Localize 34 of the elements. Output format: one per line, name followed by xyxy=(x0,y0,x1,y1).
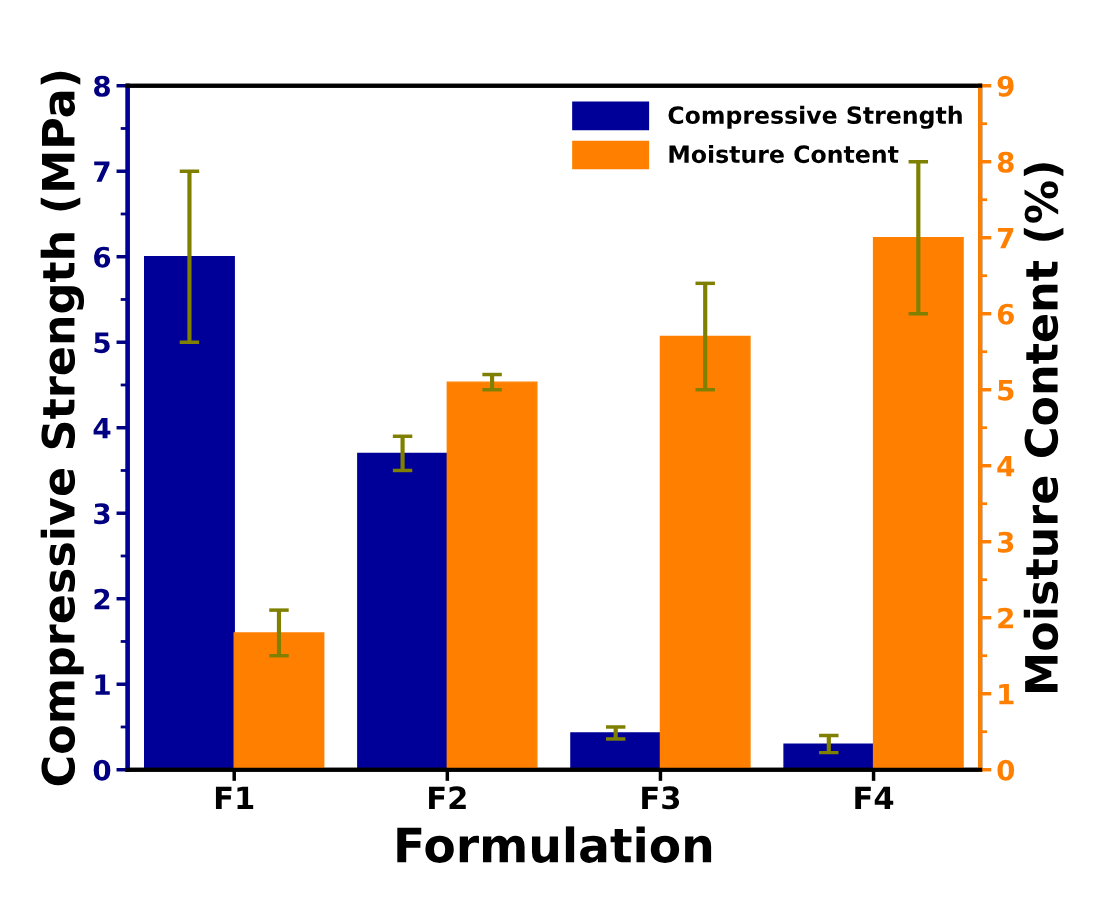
y-tick-label: 2 xyxy=(94,588,110,610)
legend-label: Compressive Strength xyxy=(668,105,962,129)
y2-tick-label: 3 xyxy=(997,531,1014,553)
x-tick-label: F1 xyxy=(215,786,254,809)
bar xyxy=(570,732,662,770)
y-tick-label: 1 xyxy=(95,674,110,695)
x-tick-label: F4 xyxy=(855,786,894,809)
y2-tick-label: 2 xyxy=(998,607,1014,629)
y-tick-label: 0 xyxy=(93,759,111,781)
bar xyxy=(872,237,964,770)
y2-tick-label: 9 xyxy=(997,75,1014,97)
x-tick-label: F2 xyxy=(429,786,466,809)
y2-tick-label: 7 xyxy=(997,228,1014,249)
y2-tick-label: 1 xyxy=(999,684,1014,705)
y-tick-label: 7 xyxy=(94,161,110,182)
y2-axis-title: Moisture Content (%) xyxy=(1023,163,1064,692)
bar xyxy=(144,256,235,770)
y-tick-label: 6 xyxy=(94,246,111,268)
y-tick-label: 5 xyxy=(94,332,110,354)
legend-label: Moisture Content xyxy=(669,144,899,164)
y-axis-title: Compressive Strength (MPa) xyxy=(40,71,85,786)
y-tick-label: 4 xyxy=(93,418,111,439)
x-axis-title: Formulation xyxy=(397,826,712,863)
y2-tick-label: 0 xyxy=(997,759,1015,781)
y-tick-label: 3 xyxy=(94,503,110,525)
y2-tick-label: 4 xyxy=(997,456,1015,477)
y2-tick-label: 6 xyxy=(997,303,1014,325)
y-tick-label: 8 xyxy=(94,75,110,97)
bar xyxy=(783,743,875,770)
bar xyxy=(233,632,325,770)
y2-tick-label: 5 xyxy=(998,380,1014,401)
x-tick-label: F3 xyxy=(642,786,680,810)
bar xyxy=(659,335,751,770)
y2-tick-label: 8 xyxy=(997,151,1014,173)
